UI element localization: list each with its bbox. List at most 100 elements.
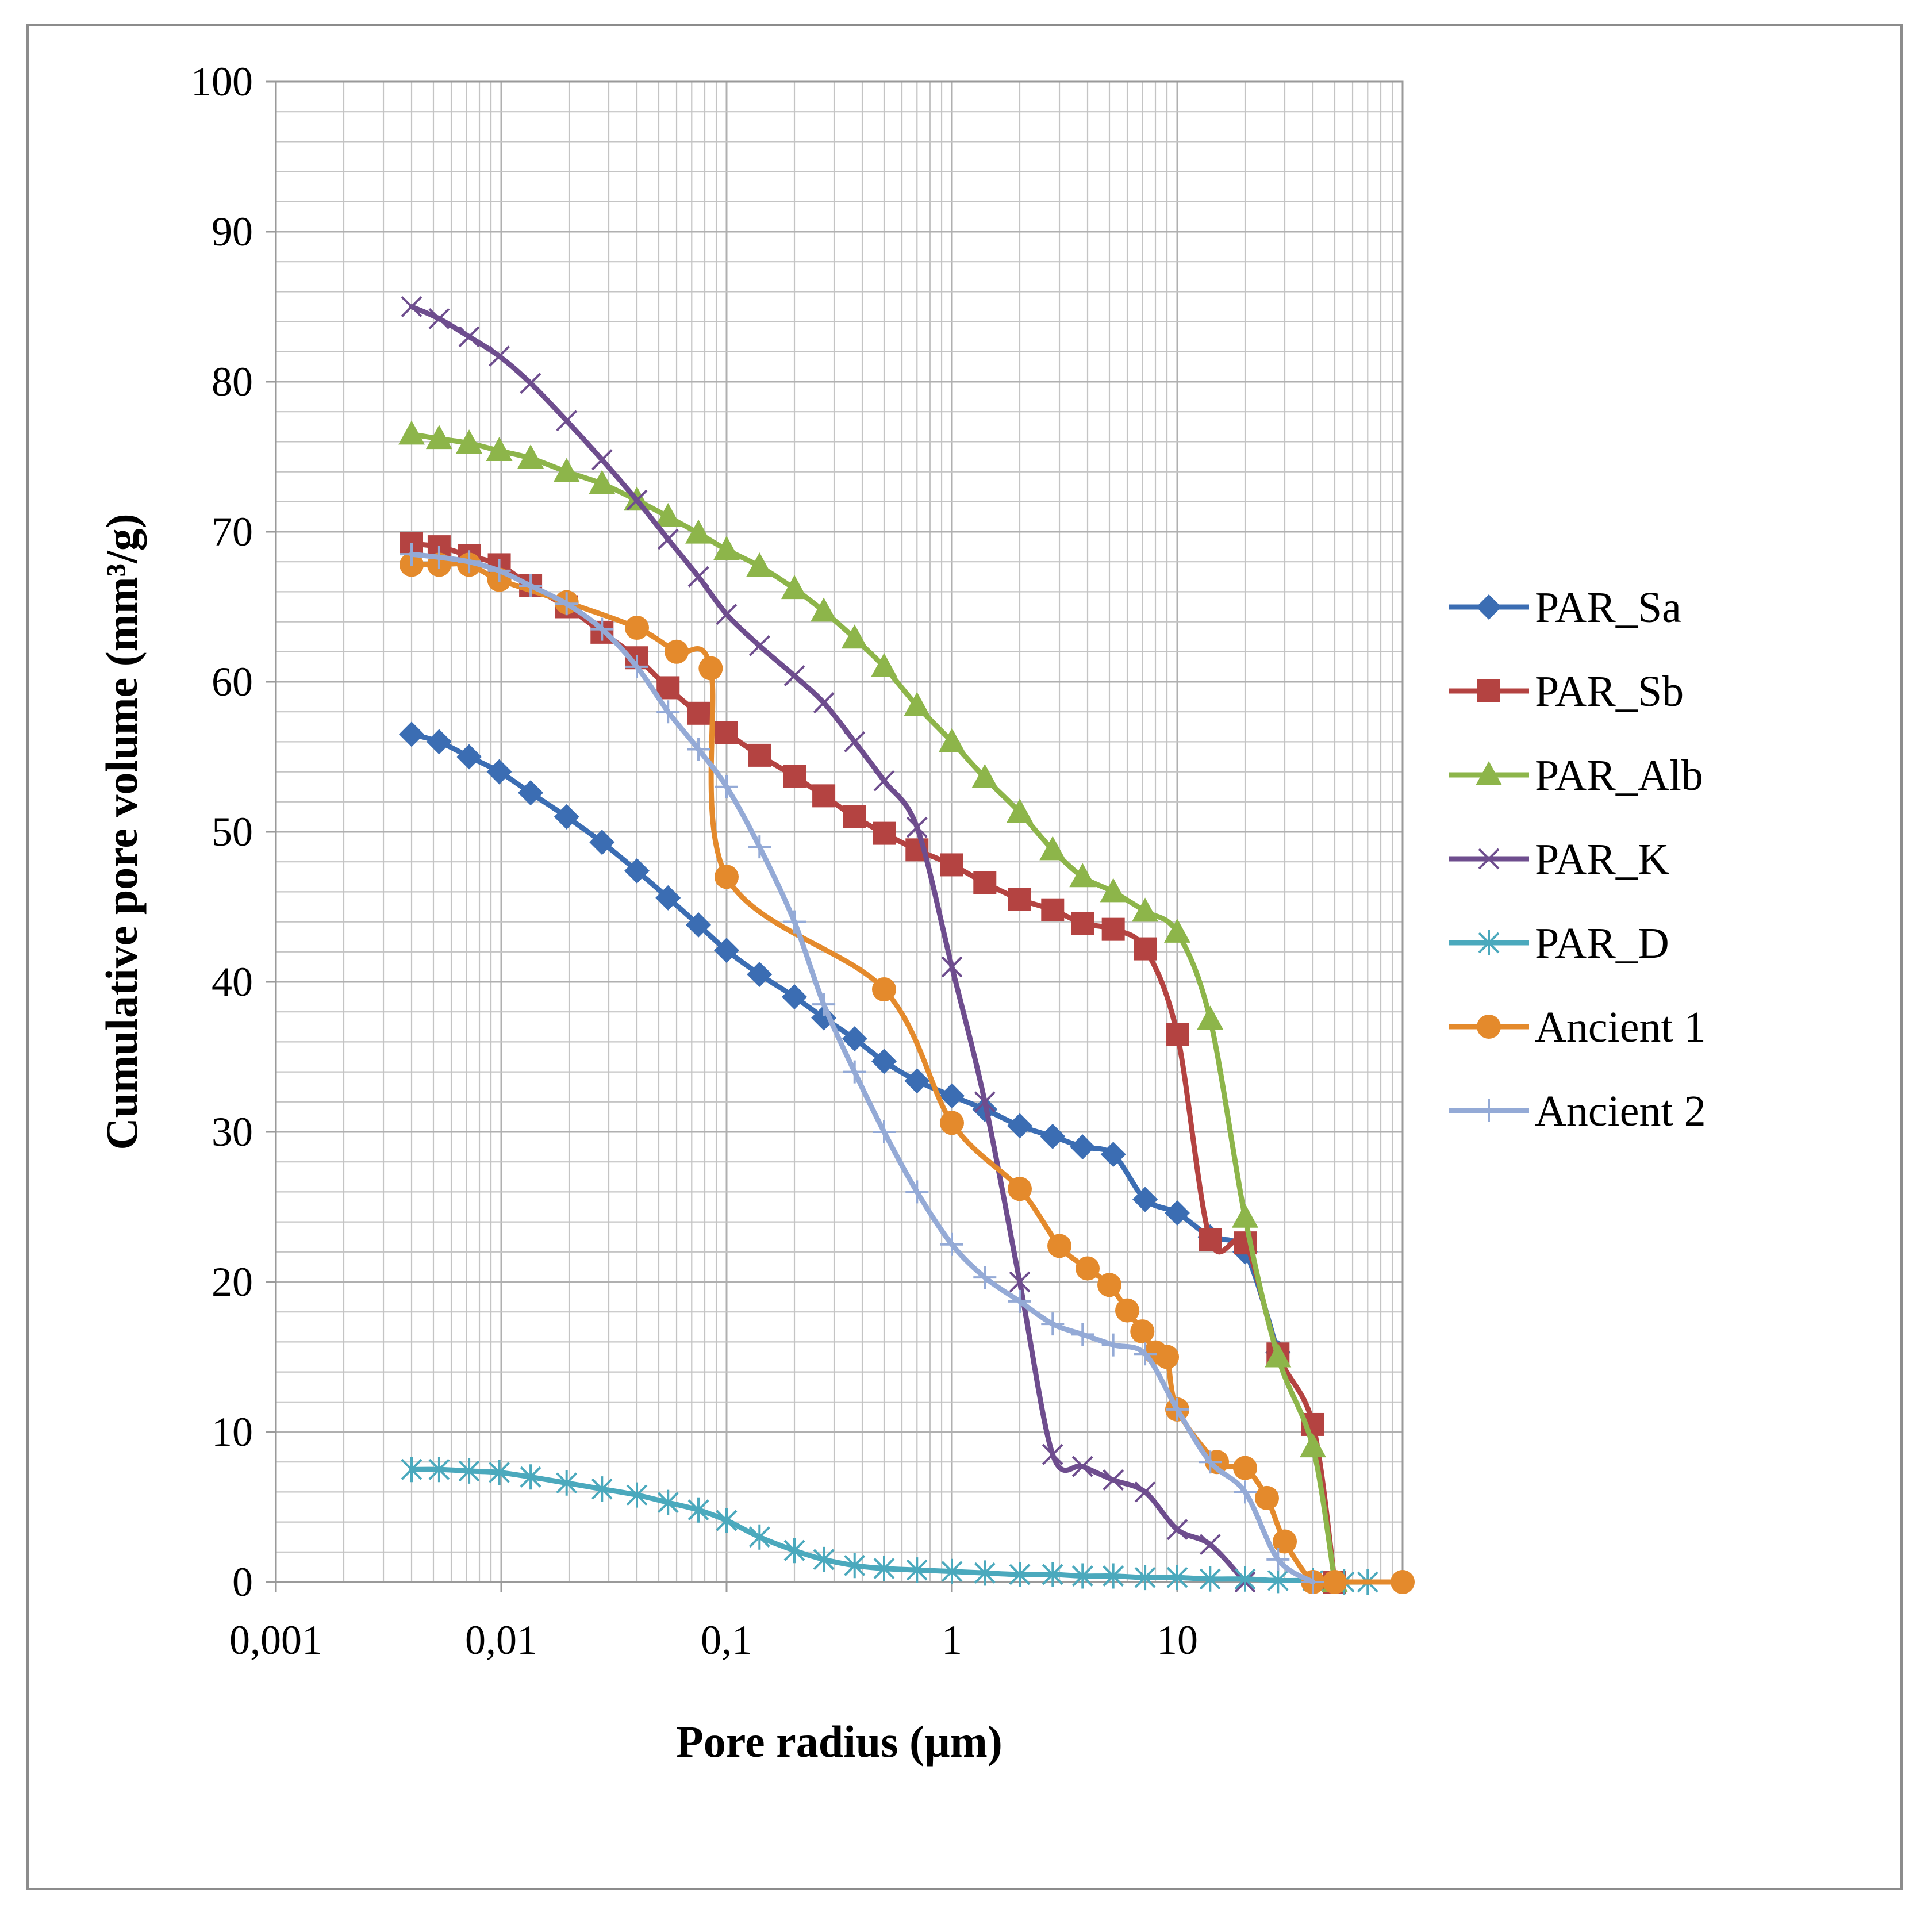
data-point-par-k [489,345,510,367]
data-point-par-alb [685,519,712,544]
data-point-par-alb [1265,1343,1292,1368]
data-point-par-k [520,373,541,394]
data-point-par-sb [973,871,997,894]
data-point-ancient-2 [1199,1450,1222,1474]
legend-item-par-alb: PAR_Alb [1449,751,1703,800]
data-point-par-d [1134,1565,1156,1591]
data-point-par-sa [842,1026,867,1052]
data-point-ancient-2 [458,550,481,574]
data-point-ancient-2 [873,1120,896,1143]
series-par-alb [398,420,1348,1592]
legend-marker [1478,848,1500,870]
data-point-ancient-2 [843,1060,866,1084]
data-point-par-k [873,770,895,792]
data-point-par-sa [871,1049,897,1074]
data-point-par-k [458,326,480,348]
data-point-par-sa [426,729,452,755]
data-point-par-k [401,296,422,317]
series-line-par-alb [409,431,1338,1585]
data-point-par-alb [1232,1203,1259,1228]
data-point-par-d [428,1457,450,1483]
data-point-ancient-2 [940,1232,963,1256]
data-point-par-k [748,635,770,656]
x-tick-label: 0,001 [229,1617,322,1663]
data-point-par-d [783,1538,805,1564]
data-point-par-sa [686,912,712,938]
data-point-par-sa [1040,1123,1066,1149]
data-point-par-d [1042,1561,1063,1587]
y-tick-label: 20 [212,1259,253,1305]
y-tick-label: 0 [232,1559,253,1605]
series-line-par-d [409,1466,1370,1585]
data-point-par-k [716,604,738,625]
series-par-d [401,1457,1378,1595]
data-point-ancient-2 [487,559,511,582]
data-point-par-sb [656,676,680,700]
data-point-ancient-1 [871,977,896,1002]
legend-label: PAR_Alb [1535,751,1703,800]
x-tick-label: 10 [1157,1617,1198,1663]
data-point-par-sa [399,721,425,747]
data-point-par-sa [1132,1187,1158,1212]
x-tick-label: 0,01 [465,1617,537,1663]
data-point-ancient-2 [687,738,710,761]
data-point-ancient-2 [715,775,738,798]
data-point-par-k [1009,1271,1031,1293]
data-point-par-alb [1197,1005,1224,1030]
series-par-k [401,296,1256,1593]
data-point-par-sb [1071,912,1094,935]
data-point-ancient-2 [1166,1397,1189,1421]
data-point-ancient-1 [940,1111,964,1135]
data-point-par-sa [554,804,579,830]
legend-label: Ancient 1 [1535,1003,1706,1051]
data-point-par-d [906,1557,928,1583]
data-point-par-k [1071,1456,1093,1477]
data-point-par-sa [1165,1200,1190,1226]
legend-marker [1478,930,1500,955]
legend-item-par-sa: PAR_Sa [1449,583,1681,632]
data-point-ancient-2 [1041,1312,1065,1336]
data-point-par-sa [518,780,544,806]
data-point-ancient-2 [555,592,578,616]
data-point-par-sa [714,938,739,963]
data-point-par-d [716,1507,738,1533]
data-point-ancient-2 [625,655,649,678]
data-point-ancient-1 [1076,1256,1100,1281]
chart-svg: 0 10 20 30 40 50 60 70 80 90 100 0,001 0,01 0,1 1 10 Po… [97,59,1706,1767]
data-point-par-sb [1101,917,1125,941]
y-tick-label: 90 [212,209,253,255]
data-point-par-sb [1199,1228,1222,1251]
data-point-par-d [941,1558,963,1584]
y-tick-label: 50 [212,809,253,855]
data-point-par-sa [1007,1113,1033,1139]
data-point-par-k [906,816,928,838]
data-point-par-k [783,665,805,686]
series-ancient-2 [400,543,1325,1594]
data-point-ancient-2 [748,835,771,859]
data-point-ancient-1 [715,865,739,889]
legend-marker [1477,1099,1500,1122]
x-axis-title: Pore radius (µm) [676,1717,1003,1767]
data-point-par-d [813,1546,835,1572]
data-point-par-sa [939,1083,965,1109]
legend-item-par-d: PAR_D [1449,919,1669,967]
data-point-par-sa [1070,1134,1096,1160]
data-point-par-alb [746,552,773,577]
data-point-par-k [813,692,835,713]
legend-marker [1476,761,1502,785]
data-point-par-d [520,1464,541,1490]
legend-item-par-sb: PAR_Sb [1449,667,1684,716]
data-point-ancient-2 [812,993,836,1016]
data-point-par-sa [456,744,482,770]
data-point-ancient-2 [1301,1571,1325,1594]
data-point-par-k [1134,1481,1156,1503]
data-point-ancient-2 [519,574,543,597]
y-tick-label: 10 [212,1409,253,1455]
data-point-par-d [401,1457,422,1483]
data-point-ancient-1 [1115,1298,1140,1323]
data-point-par-sb [783,765,806,788]
x-tick-label: 1 [942,1617,962,1663]
data-point-par-k [626,489,648,511]
data-point-par-alb [1007,798,1034,823]
y-axis-title: Cumulative pore volume (mm³/g) [97,513,147,1150]
